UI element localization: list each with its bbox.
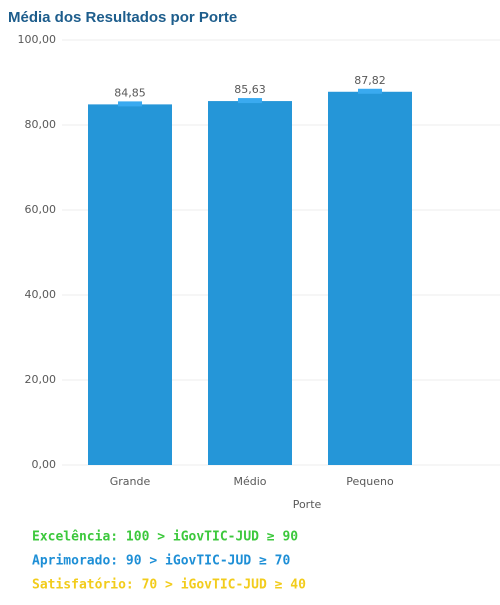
x-tick-label: Grande bbox=[110, 475, 151, 488]
annotation: Excelência: 100 > iGovTIC-JUD ≥ 90 bbox=[32, 530, 298, 545]
y-tick-label: 0,00 bbox=[32, 458, 57, 471]
bar-cap bbox=[358, 88, 382, 94]
bar bbox=[88, 104, 172, 465]
bar bbox=[208, 101, 292, 465]
bar-cap bbox=[118, 101, 142, 107]
value-label: 87,82 bbox=[354, 74, 386, 87]
x-axis-label: Porte bbox=[293, 498, 322, 511]
y-tick-label: 100,00 bbox=[18, 33, 57, 46]
annotation: Satisfatório: 70 > iGovTIC-JUD ≥ 40 bbox=[32, 578, 306, 593]
y-tick-label: 20,00 bbox=[25, 373, 57, 386]
value-label: 85,63 bbox=[234, 83, 266, 96]
y-tick-label: 40,00 bbox=[25, 288, 57, 301]
chart-title: Média dos Resultados por Porte bbox=[8, 9, 237, 26]
x-tick-label: Pequeno bbox=[346, 475, 394, 488]
value-label: 84,85 bbox=[114, 86, 146, 99]
x-tick-label: Médio bbox=[233, 475, 266, 488]
bar bbox=[328, 91, 412, 465]
annotation: Aprimorado: 90 > iGovTIC-JUD ≥ 70 bbox=[32, 554, 290, 569]
y-tick-label: 80,00 bbox=[25, 118, 57, 131]
bar-cap bbox=[238, 98, 262, 104]
y-tick-label: 60,00 bbox=[25, 203, 57, 216]
